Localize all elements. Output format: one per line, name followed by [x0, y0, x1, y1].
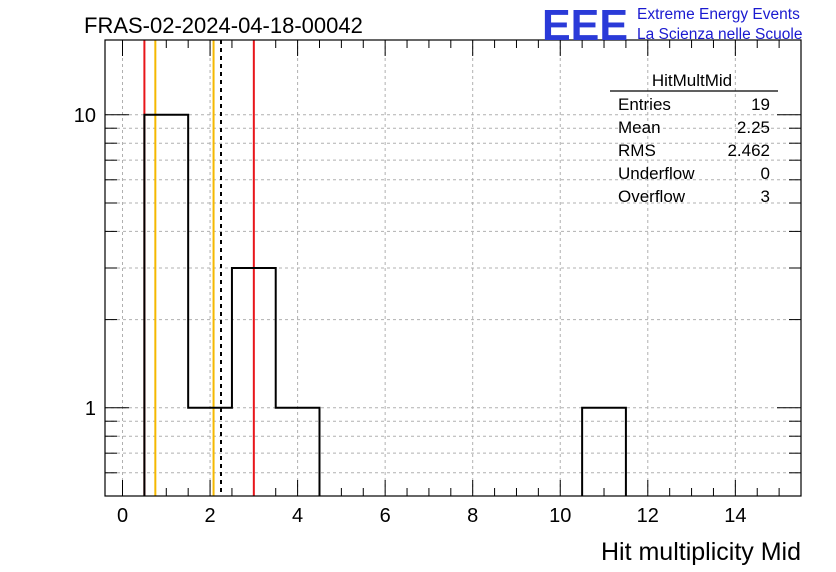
- x-tick-label: 8: [467, 505, 478, 527]
- histogram-outline: [143, 113, 627, 496]
- tick-labels: 0 2 4 6 8 10 12 14 1 10: [74, 105, 747, 527]
- x-tick-label: 12: [637, 505, 659, 527]
- x-tick-label: 14: [724, 505, 746, 527]
- axis-ticks: [105, 40, 802, 497]
- eee-logo: EEE Extreme Energy Events La Scienza nel…: [542, 1, 802, 50]
- y-tick-label: 10: [74, 105, 96, 127]
- stats-label-overflow: Overflow: [618, 187, 686, 206]
- stats-label-rms: RMS: [618, 141, 656, 160]
- stats-value-rms: 2.462: [727, 141, 770, 160]
- x-tick-label: 2: [204, 505, 215, 527]
- histogram-bars: [143, 113, 627, 496]
- stats-value-entries: 19: [751, 95, 770, 114]
- x-tick-label: 10: [549, 505, 571, 527]
- chart-title: FRAS-02-2024-04-18-00042: [84, 13, 363, 38]
- eee-logo-line2: La Scienza nelle Scuole: [637, 26, 802, 43]
- stats-value-underflow: 0: [761, 164, 770, 183]
- stats-value-mean: 2.25: [737, 118, 770, 137]
- eee-logo-line1: Extreme Energy Events: [637, 6, 800, 23]
- x-tick-label: 6: [380, 505, 391, 527]
- stats-box: HitMultMid Entries 19 Mean 2.25 RMS 2.46…: [610, 71, 778, 206]
- stats-label-entries: Entries: [618, 95, 671, 114]
- eee-logo-letters: EEE: [542, 1, 628, 50]
- stats-box-title: HitMultMid: [652, 71, 732, 90]
- stats-label-mean: Mean: [618, 118, 661, 137]
- y-tick-label: 1: [85, 398, 96, 420]
- x-axis-label: Hit multiplicity Mid: [601, 538, 801, 566]
- stats-value-overflow: 3: [761, 187, 770, 206]
- plot-frame: [104, 39, 802, 497]
- grid-lines: [105, 40, 801, 497]
- stats-label-underflow: Underflow: [618, 164, 695, 183]
- x-tick-label: 0: [117, 505, 128, 527]
- x-tick-label: 4: [292, 505, 303, 527]
- histogram-bar: [144, 115, 188, 496]
